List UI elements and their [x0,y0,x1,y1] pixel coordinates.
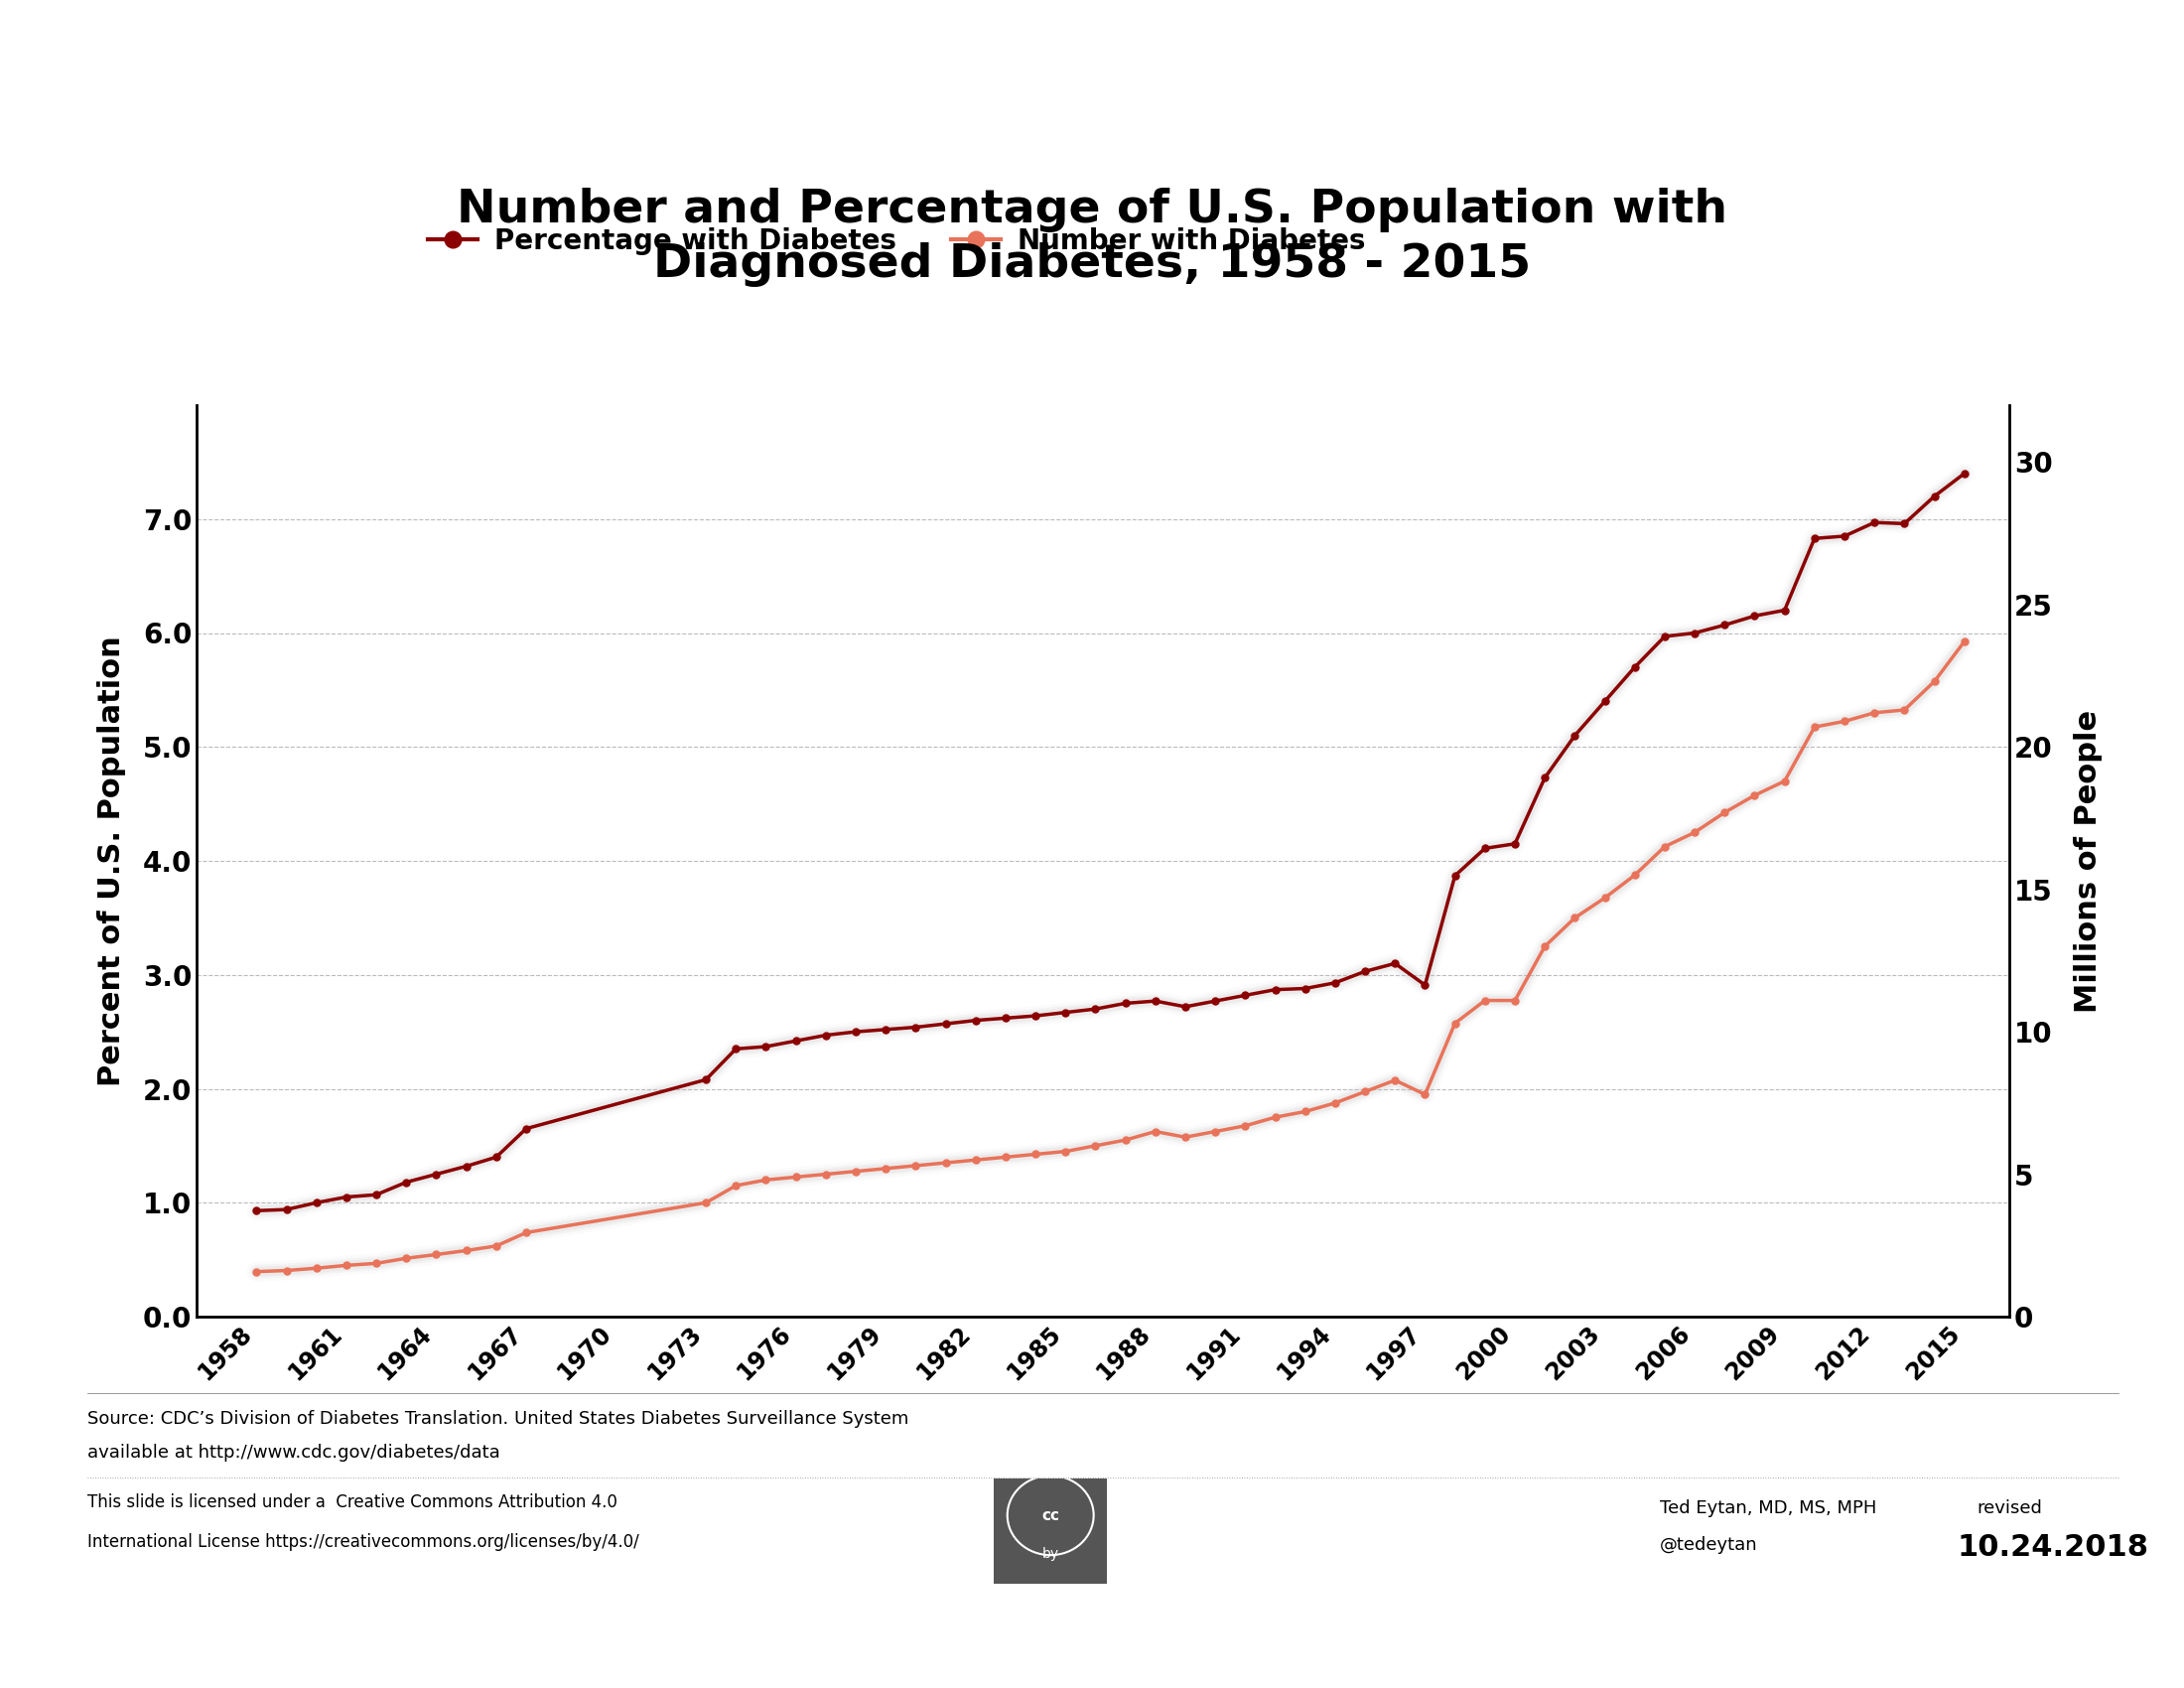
Legend: Percentage with Diabetes, Number with Diabetes: Percentage with Diabetes, Number with Di… [428,228,1365,255]
Text: @tedeytan: @tedeytan [1660,1536,1758,1555]
Text: by: by [1042,1548,1059,1561]
Text: Number and Percentage of U.S. Population with
Diagnosed Diabetes, 1958 - 2015: Number and Percentage of U.S. Population… [456,187,1728,287]
Text: This slide is licensed under a  Creative Commons Attribution 4.0: This slide is licensed under a Creative … [87,1494,618,1512]
Text: Source: CDC’s Division of Diabetes Translation. United States Diabetes Surveilla: Source: CDC’s Division of Diabetes Trans… [87,1409,909,1428]
Y-axis label: Percent of U.S. Population: Percent of U.S. Population [98,636,127,1085]
Y-axis label: Millions of People: Millions of People [2073,709,2103,1013]
Text: 10.24.2018: 10.24.2018 [1957,1533,2149,1561]
Text: International License https://creativecommons.org/licenses/by/4.0/: International License https://creativeco… [87,1533,640,1551]
Text: Ted Eytan, MD, MS, MPH: Ted Eytan, MD, MS, MPH [1660,1499,1876,1518]
Text: revised: revised [1977,1499,2042,1518]
Text: available at http://www.cdc.gov/diabetes/data: available at http://www.cdc.gov/diabetes… [87,1443,500,1462]
Text: cc: cc [1042,1507,1059,1523]
